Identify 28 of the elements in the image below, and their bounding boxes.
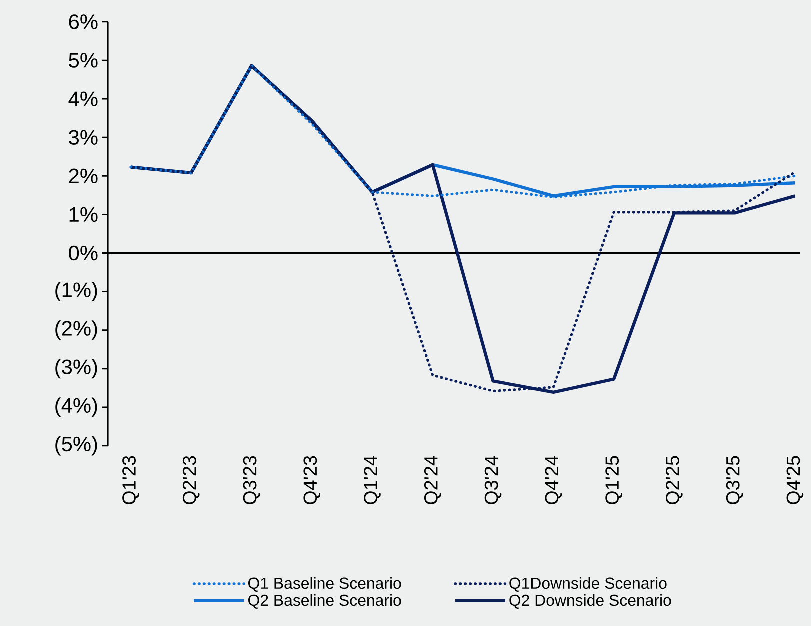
x-tick-label: Q4'23 bbox=[304, 456, 321, 505]
y-tick-label: 6% bbox=[69, 14, 98, 30]
legend-label: Q2 Downside Scenario bbox=[510, 594, 672, 609]
x-tick-label: Q2'25 bbox=[666, 456, 683, 505]
x-tick-label: Q4'24 bbox=[545, 456, 562, 505]
legend-label: Q1 Baseline Scenario bbox=[248, 577, 402, 592]
x-tick-label: Q3'24 bbox=[484, 456, 502, 505]
legend-label: Q2 Baseline Scenario bbox=[248, 594, 402, 609]
x-tick-label: Q3'25 bbox=[726, 456, 744, 505]
x-tick-label: Q1'25 bbox=[606, 456, 622, 505]
x-tick-label: Q1'24 bbox=[364, 456, 381, 505]
y-tick-label: (5%) bbox=[56, 436, 98, 456]
y-tick-label: (3%) bbox=[56, 359, 98, 379]
y-tick-label: 1% bbox=[70, 207, 98, 222]
x-tick-label: Q4'25 bbox=[786, 456, 804, 505]
y-tick-label: (4%) bbox=[56, 398, 98, 418]
y-tick-label: 5% bbox=[69, 53, 98, 68]
y-tick-label: 3% bbox=[69, 130, 98, 146]
legend-label: Q1Downside Scenario bbox=[510, 577, 667, 592]
x-tick-label: Q1'23 bbox=[122, 456, 140, 505]
y-tick-label: (2%) bbox=[56, 320, 98, 340]
x-tick-label: Q2'23 bbox=[182, 456, 200, 505]
y-tick-label: 2% bbox=[69, 168, 98, 184]
y-tick-label: (1%) bbox=[56, 282, 98, 302]
y-tick-label: 4% bbox=[68, 92, 98, 106]
x-tick-label: Q2'24 bbox=[424, 456, 442, 505]
x-tick-label: Q3'23 bbox=[243, 456, 260, 505]
y-tick-label: 0% bbox=[69, 246, 98, 261]
